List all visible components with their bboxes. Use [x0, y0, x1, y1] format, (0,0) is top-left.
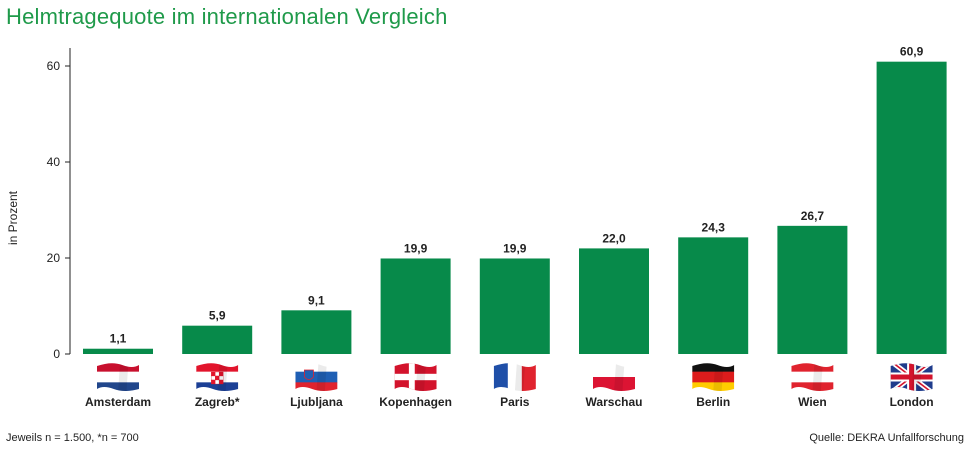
bar-kopenhagen	[380, 258, 451, 354]
y-tick-label: 60	[47, 59, 61, 73]
y-tick-label: 20	[47, 251, 61, 265]
value-label: 5,9	[209, 309, 226, 323]
footnote-sample-size: Jeweils n = 1.500, *n = 700	[6, 432, 139, 444]
slovenia-flag-icon	[295, 363, 338, 391]
bar-chart: 0 20 40 60 in Prozent 1,1 Amsterdam 5,9 Zagreb* 9…	[6, 45, 947, 409]
bar-ljubljana	[281, 310, 352, 354]
category-label: Paris	[500, 395, 530, 409]
value-label: 60,9	[900, 45, 924, 59]
category-label: Kopenhagen	[379, 395, 452, 409]
value-label: 19,9	[404, 241, 428, 255]
chart-title: Helmtragequote im internationalen Vergle…	[6, 4, 448, 29]
category-label: Amsterdam	[85, 395, 151, 409]
y-axis-label: in Prozent	[6, 190, 20, 245]
value-label: 9,1	[308, 293, 325, 307]
category-label: Ljubljana	[290, 395, 343, 409]
uk-flag-icon	[890, 363, 933, 391]
croatia-flag-icon	[196, 363, 239, 391]
value-label: 1,1	[110, 332, 127, 346]
category-label: Wien	[798, 395, 827, 409]
bar-berlin	[678, 237, 749, 354]
y-tick-label: 0	[53, 347, 60, 361]
category-label: London	[890, 395, 934, 409]
bar-zagreb	[182, 325, 253, 354]
value-label: 22,0	[602, 231, 626, 245]
footnote-source: Quelle: DEKRA Unfallforschung	[809, 432, 964, 444]
germany-flag-icon	[692, 363, 735, 391]
bar-wien	[777, 225, 848, 354]
austria-flag-icon	[791, 363, 834, 391]
value-label: 24,3	[702, 220, 726, 234]
bar-warschau	[579, 248, 649, 354]
value-label: 19,9	[503, 241, 527, 255]
category-label: Warschau	[586, 395, 643, 409]
bar-amsterdam	[83, 348, 153, 354]
france-flag-icon	[493, 363, 536, 391]
poland-flag-icon	[593, 363, 635, 391]
category-label: Berlin	[696, 395, 730, 409]
denmark-flag-icon	[394, 363, 437, 391]
value-label: 26,7	[801, 209, 825, 223]
bar-london	[876, 61, 947, 355]
netherlands-flag-icon	[97, 363, 139, 391]
bar-paris	[479, 258, 550, 354]
category-label: Zagreb*	[195, 395, 240, 409]
y-tick-label: 40	[47, 155, 61, 169]
